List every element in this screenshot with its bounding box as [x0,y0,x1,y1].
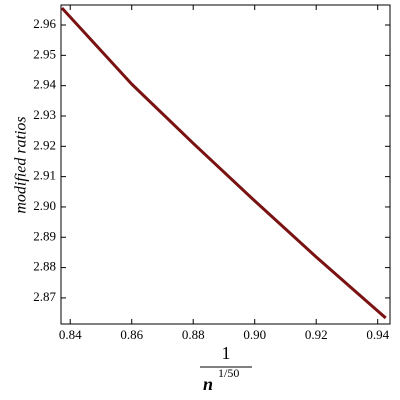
y-tick-label: 2.90 [33,198,56,213]
x-label-exponent: 1/50 [218,366,239,380]
y-tick-label: 2.96 [33,16,56,31]
data-line [60,7,387,320]
y-axis-label: modified ratios [13,116,30,213]
x-tick-label: 0.94 [366,327,389,342]
x-tick-label: 0.86 [120,327,143,342]
x-tick-label: 0.90 [243,327,266,342]
x-tick-label: 0.84 [59,327,82,342]
x-tick-label: 0.92 [305,327,328,342]
y-tick-label: 2.93 [33,107,56,122]
plot-frame [60,4,391,325]
y-tick-label: 2.88 [33,259,56,274]
y-tick-label: 2.89 [33,228,56,243]
y-tick-label: 2.91 [33,168,56,183]
x-label-base: n [203,374,213,394]
y-tick-label: 2.87 [33,289,56,304]
y-tick-label: 2.92 [33,137,56,152]
x-label-numerator: 1 [222,343,231,363]
x-tick-label: 0.88 [182,327,205,342]
y-tick-label: 2.94 [33,77,56,92]
y-tick-label: 2.95 [33,46,56,61]
